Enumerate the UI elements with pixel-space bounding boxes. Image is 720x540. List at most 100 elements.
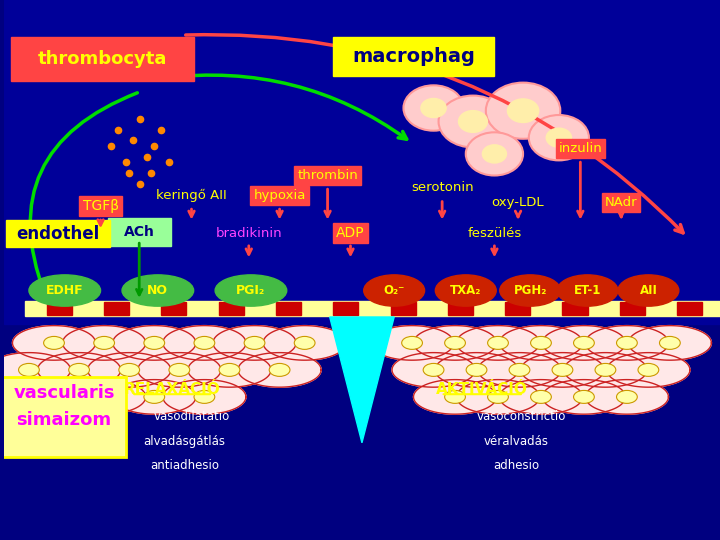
Ellipse shape [487,390,508,403]
Text: vasoconstrictio: vasoconstrictio [476,410,566,423]
Text: macrophag: macrophag [352,46,475,66]
Polygon shape [413,380,497,414]
Polygon shape [413,326,497,360]
Polygon shape [330,317,394,443]
Text: inzulin: inzulin [559,142,602,155]
Ellipse shape [144,336,165,349]
Polygon shape [456,380,539,414]
Polygon shape [500,380,582,414]
Ellipse shape [638,363,659,376]
Bar [276,302,301,315]
Polygon shape [63,380,145,414]
Polygon shape [435,353,518,387]
Ellipse shape [29,275,101,306]
Ellipse shape [194,390,215,403]
Bar [562,302,588,315]
Ellipse shape [436,275,496,306]
Text: simaizom: simaizom [17,411,112,429]
Polygon shape [564,353,647,387]
Ellipse shape [215,275,287,306]
Polygon shape [37,353,121,387]
Text: TXA₂: TXA₂ [450,284,482,297]
Ellipse shape [574,336,594,349]
Text: vascularis: vascularis [13,384,114,402]
Ellipse shape [466,363,487,376]
Circle shape [438,96,508,147]
Ellipse shape [557,275,618,306]
Ellipse shape [194,336,215,349]
Ellipse shape [445,336,465,349]
Text: véralvadás: véralvadás [483,435,549,448]
Circle shape [482,145,506,163]
FancyBboxPatch shape [333,37,495,76]
Ellipse shape [219,363,240,376]
Text: PGI₂: PGI₂ [236,284,266,297]
Bar [390,302,415,315]
Polygon shape [542,380,626,414]
Ellipse shape [402,336,423,349]
Ellipse shape [445,390,465,403]
Polygon shape [478,353,561,387]
Ellipse shape [423,363,444,376]
Polygon shape [12,326,96,360]
Text: RELAXÁCIÓ: RELAXÁCIÓ [124,382,220,397]
Circle shape [459,111,487,132]
Polygon shape [542,326,626,360]
Text: thrombocyta: thrombocyta [38,50,167,68]
Text: TGFβ: TGFβ [83,199,119,213]
Ellipse shape [122,275,194,306]
Polygon shape [88,353,171,387]
Bar [47,302,72,315]
Text: keringő AII: keringő AII [156,189,227,202]
Text: bradikinin: bradikinin [215,227,282,240]
Ellipse shape [269,363,290,376]
Bar [505,302,530,315]
Ellipse shape [616,336,637,349]
Ellipse shape [44,390,64,403]
FancyArrowPatch shape [164,75,407,139]
Circle shape [403,85,464,131]
Polygon shape [12,380,96,414]
Text: oxy-LDL: oxy-LDL [492,196,544,209]
Polygon shape [63,326,145,360]
Ellipse shape [487,336,508,349]
Bar [25,301,720,316]
Text: vasodilatatio: vasodilatatio [153,410,230,423]
FancyArrowPatch shape [30,93,138,293]
Ellipse shape [19,363,40,376]
Ellipse shape [500,275,561,306]
Ellipse shape [94,390,114,403]
Text: thrombin: thrombin [297,169,358,182]
Text: endothel: endothel [16,225,99,243]
Text: hypoxia: hypoxia [253,189,306,202]
Bar [448,302,473,315]
Circle shape [508,99,539,123]
Polygon shape [500,326,582,360]
Bar [620,302,645,315]
Bar [219,302,244,315]
Text: ADP: ADP [336,226,365,240]
Polygon shape [113,326,196,360]
Polygon shape [0,353,71,387]
FancyBboxPatch shape [6,220,110,247]
Ellipse shape [294,336,315,349]
Text: adhesio: adhesio [493,459,539,472]
Ellipse shape [595,363,616,376]
Polygon shape [163,326,246,360]
Ellipse shape [119,363,140,376]
Text: ACh: ACh [124,225,155,239]
Polygon shape [521,353,604,387]
Text: O₂⁻: O₂⁻ [384,284,405,297]
FancyBboxPatch shape [2,377,125,457]
Text: ET-1: ET-1 [574,284,601,297]
Ellipse shape [364,275,425,306]
Polygon shape [238,353,321,387]
Text: alvadásgátlás: alvadásgátlás [143,435,225,448]
Text: antiadhesio: antiadhesio [150,459,219,472]
Polygon shape [392,353,475,387]
Ellipse shape [144,390,165,403]
Polygon shape [371,326,454,360]
Ellipse shape [618,275,679,306]
Polygon shape [585,326,668,360]
Polygon shape [113,380,196,414]
